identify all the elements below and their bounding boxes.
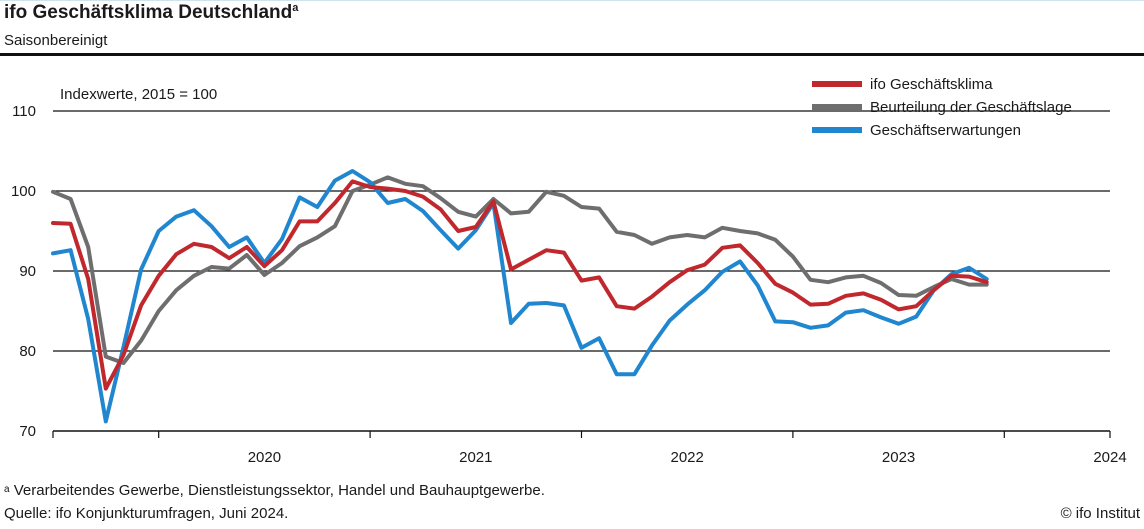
copyright: © ifo Institut: [1060, 505, 1140, 522]
legend-label: Geschäftserwartungen: [870, 122, 1021, 139]
legend-label: ifo Geschäftsklima: [870, 76, 993, 93]
source-note: Quelle: ifo Konjunkturumfragen, Juni 202…: [4, 505, 289, 522]
series-line-1: [51, 179, 989, 391]
top-border: [0, 0, 1144, 1]
y-unit-label: Indexwerte, 2015 = 100: [60, 86, 217, 103]
gridlines: [53, 110, 1110, 352]
series-line-3: [51, 169, 989, 424]
y-tick-label: 70: [19, 423, 36, 440]
series-line-2: [51, 175, 989, 365]
chart-title: ifo Geschäftsklima Deutschlanda: [4, 2, 298, 24]
y-tick-label: 110: [12, 103, 36, 120]
x-tick-label: 2024: [1093, 449, 1126, 466]
x-axis: 2020 2021 2022 2023 2024: [52, 430, 1127, 466]
x-tick-label: 2020: [248, 449, 281, 466]
series-lines: [51, 169, 989, 424]
footnote-text: Verarbeitendes Gewerbe, Dienstleistungss…: [13, 482, 545, 499]
title-divider: [0, 53, 1144, 56]
footnote-marker: a: [4, 484, 10, 495]
legend-label: Beurteilung der Geschäftslage: [870, 99, 1072, 116]
y-tick-label: 100: [11, 183, 36, 200]
y-axis: 70 80 90 100 110: [11, 103, 36, 440]
x-tick-label: 2022: [671, 449, 704, 466]
title-footnote-marker: a: [292, 2, 299, 14]
x-tick-label: 2021: [459, 449, 492, 466]
x-tick-label: 2023: [882, 449, 915, 466]
footnote: a Verarbeitendes Gewerbe, Dienstleistung…: [4, 482, 545, 499]
line-chart: 70 80 90 100 110 2020 2021 2022 2023 2024 Indexw…: [11, 76, 1127, 466]
legend: ifo Geschäftsklima Beurteilung der Geschä…: [812, 76, 1072, 139]
y-tick-label: 80: [19, 343, 36, 360]
chart-subtitle: Saisonbereinigt: [4, 32, 108, 49]
y-tick-label: 90: [19, 263, 36, 280]
chart-title-text: ifo Geschäftsklima Deutschland: [4, 2, 293, 23]
